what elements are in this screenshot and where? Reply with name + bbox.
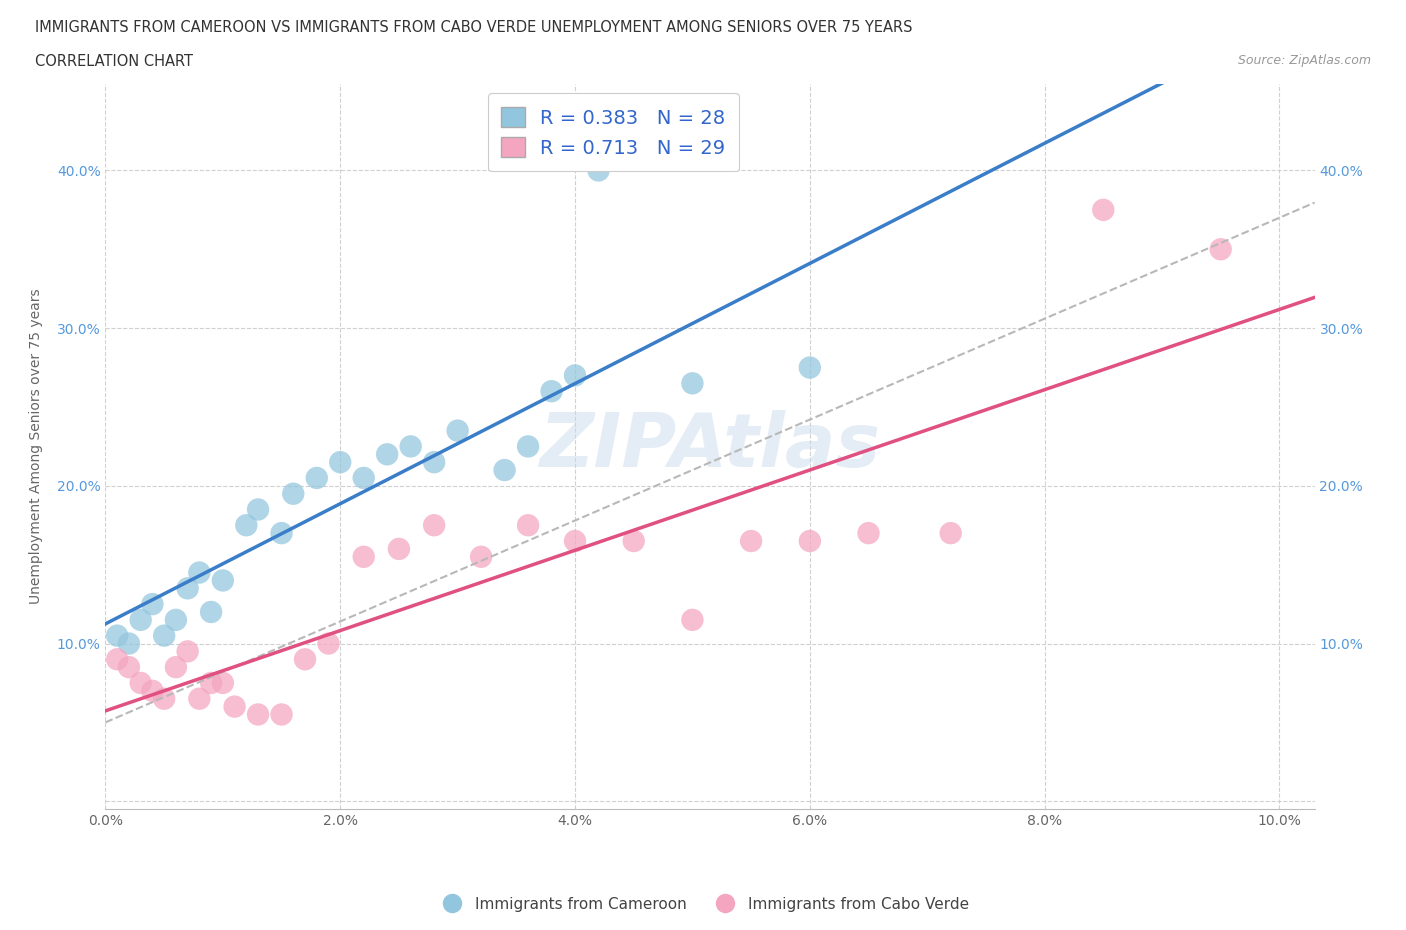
Text: Source: ZipAtlas.com: Source: ZipAtlas.com <box>1237 54 1371 67</box>
Point <box>517 439 540 454</box>
Point <box>494 462 516 477</box>
Point <box>799 360 821 375</box>
Point <box>318 636 340 651</box>
Point <box>305 471 328 485</box>
Point <box>388 541 411 556</box>
Point <box>176 644 198 658</box>
Point <box>540 384 562 399</box>
Point <box>188 691 211 706</box>
Point <box>129 675 152 690</box>
Point <box>211 573 233 588</box>
Text: IMMIGRANTS FROM CAMEROON VS IMMIGRANTS FROM CABO VERDE UNEMPLOYMENT AMONG SENIOR: IMMIGRANTS FROM CAMEROON VS IMMIGRANTS F… <box>35 20 912 35</box>
Point <box>176 581 198 596</box>
Legend: R = 0.383   N = 28, R = 0.713   N = 29: R = 0.383 N = 28, R = 0.713 N = 29 <box>488 93 740 171</box>
Point <box>118 659 141 674</box>
Point <box>446 423 468 438</box>
Point <box>623 534 645 549</box>
Point <box>858 525 880 540</box>
Point <box>353 471 375 485</box>
Text: CORRELATION CHART: CORRELATION CHART <box>35 54 193 69</box>
Y-axis label: Unemployment Among Seniors over 75 years: Unemployment Among Seniors over 75 years <box>30 288 42 604</box>
Point <box>939 525 962 540</box>
Point <box>294 652 316 667</box>
Point <box>1092 203 1115 218</box>
Point <box>270 525 292 540</box>
Point <box>153 691 176 706</box>
Point <box>211 675 233 690</box>
Point <box>224 699 246 714</box>
Point <box>564 534 586 549</box>
Point <box>588 163 610 178</box>
Point <box>165 613 187 628</box>
Point <box>423 455 446 470</box>
Point <box>423 518 446 533</box>
Point <box>799 534 821 549</box>
Legend: Immigrants from Cameroon, Immigrants from Cabo Verde: Immigrants from Cameroon, Immigrants fro… <box>430 891 976 918</box>
Point <box>105 652 128 667</box>
Point <box>141 597 163 612</box>
Point <box>329 455 352 470</box>
Point <box>129 613 152 628</box>
Point <box>188 565 211 580</box>
Point <box>118 636 141 651</box>
Point <box>270 707 292 722</box>
Point <box>517 518 540 533</box>
Point <box>470 550 492 565</box>
Point <box>564 368 586 383</box>
Point <box>141 684 163 698</box>
Point <box>247 502 270 517</box>
Point <box>353 550 375 565</box>
Point <box>235 518 257 533</box>
Point <box>283 486 305 501</box>
Point <box>1209 242 1232 257</box>
Text: ZIPAtlas: ZIPAtlas <box>540 410 880 483</box>
Point <box>200 675 222 690</box>
Point <box>165 659 187 674</box>
Point <box>681 613 703 628</box>
Point <box>375 446 398 461</box>
Point <box>153 628 176 643</box>
Point <box>200 604 222 619</box>
Point <box>740 534 762 549</box>
Point <box>399 439 422 454</box>
Point <box>247 707 270 722</box>
Point <box>105 628 128 643</box>
Point <box>681 376 703 391</box>
